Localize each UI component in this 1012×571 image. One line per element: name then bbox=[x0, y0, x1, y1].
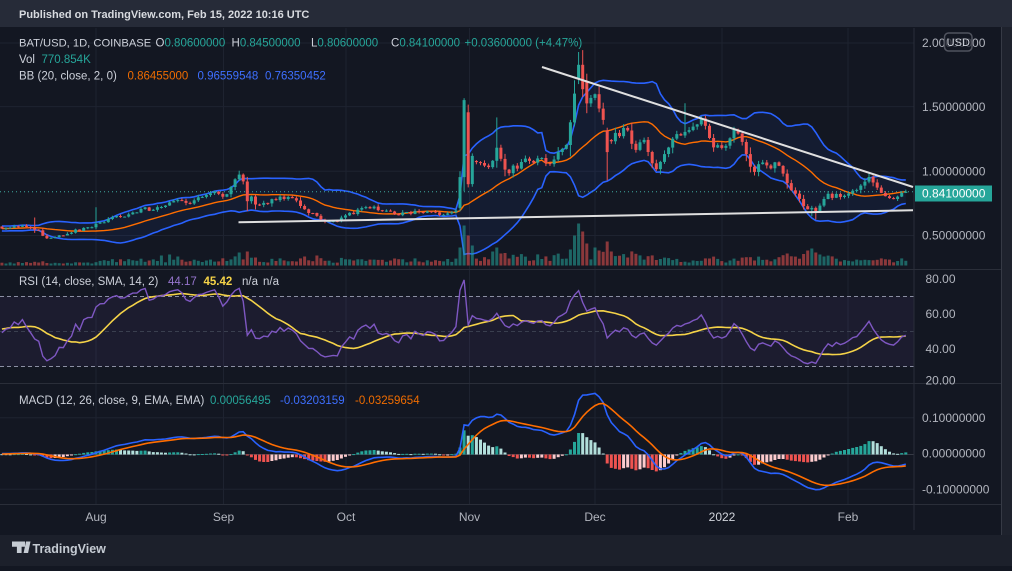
svg-text:80.00: 80.00 bbox=[926, 272, 956, 286]
svg-text:0.76350452: 0.76350452 bbox=[265, 71, 326, 83]
svg-text:n/a: n/a bbox=[263, 276, 280, 288]
svg-text:+0.03600000 (+4.47%): +0.03600000 (+4.47%) bbox=[465, 37, 583, 49]
svg-text:RSI (14, close, SMA, 14, 2): RSI (14, close, SMA, 14, 2) bbox=[19, 276, 159, 288]
svg-text:20.00: 20.00 bbox=[926, 374, 956, 388]
svg-text:0.00000000: 0.00000000 bbox=[922, 447, 986, 461]
svg-text:60.00: 60.00 bbox=[926, 307, 956, 321]
svg-text:2022: 2022 bbox=[709, 510, 736, 524]
svg-text:Feb: Feb bbox=[838, 510, 859, 524]
svg-text:1.50000000: 1.50000000 bbox=[922, 100, 986, 114]
svg-text:0.50000000: 0.50000000 bbox=[922, 229, 986, 243]
svg-text:-0.03203159: -0.03203159 bbox=[280, 395, 345, 407]
svg-text:Published on TradingView.com,: Published on TradingView.com, Feb 15, 20… bbox=[19, 9, 309, 21]
svg-text:44.17: 44.17 bbox=[168, 276, 197, 288]
svg-text:MACD (12, 26, close, 9, EMA, E: MACD (12, 26, close, 9, EMA, EMA) bbox=[19, 395, 205, 407]
svg-text:0.00056495: 0.00056495 bbox=[210, 395, 271, 407]
svg-text:Sep: Sep bbox=[213, 510, 235, 524]
svg-text:L0.80600000: L0.80600000 bbox=[311, 37, 378, 49]
svg-text:0.10000000: 0.10000000 bbox=[922, 411, 986, 425]
svg-text:-0.03259654: -0.03259654 bbox=[355, 395, 420, 407]
svg-text:0.96559548: 0.96559548 bbox=[198, 71, 259, 83]
svg-text:0.86455000: 0.86455000 bbox=[128, 71, 189, 83]
svg-text:Oct: Oct bbox=[337, 510, 356, 524]
svg-text:Vol: Vol bbox=[19, 54, 35, 66]
svg-text:C0.84100000: C0.84100000 bbox=[391, 37, 460, 49]
svg-text:1.00000000: 1.00000000 bbox=[922, 165, 986, 179]
svg-text:BB (20, close, 2, 0): BB (20, close, 2, 0) bbox=[19, 71, 117, 83]
svg-text:USD: USD bbox=[947, 37, 970, 49]
svg-text:n/a: n/a bbox=[242, 276, 259, 288]
svg-text:Nov: Nov bbox=[459, 510, 480, 524]
svg-text:-0.10000000: -0.10000000 bbox=[922, 483, 990, 497]
svg-text:0.84100000: 0.84100000 bbox=[922, 187, 986, 201]
svg-text:TradingView: TradingView bbox=[33, 542, 107, 556]
svg-text:Aug: Aug bbox=[85, 510, 106, 524]
svg-text:BAT/USD, 1D, COINBASE: BAT/USD, 1D, COINBASE bbox=[19, 37, 151, 49]
svg-text:770.854K: 770.854K bbox=[42, 54, 92, 66]
svg-text:40.00: 40.00 bbox=[926, 342, 956, 356]
svg-text:H0.84500000: H0.84500000 bbox=[232, 37, 301, 49]
svg-text:O0.80600000: O0.80600000 bbox=[156, 37, 226, 49]
svg-text:45.42: 45.42 bbox=[204, 276, 233, 288]
svg-text:Dec: Dec bbox=[584, 510, 605, 524]
